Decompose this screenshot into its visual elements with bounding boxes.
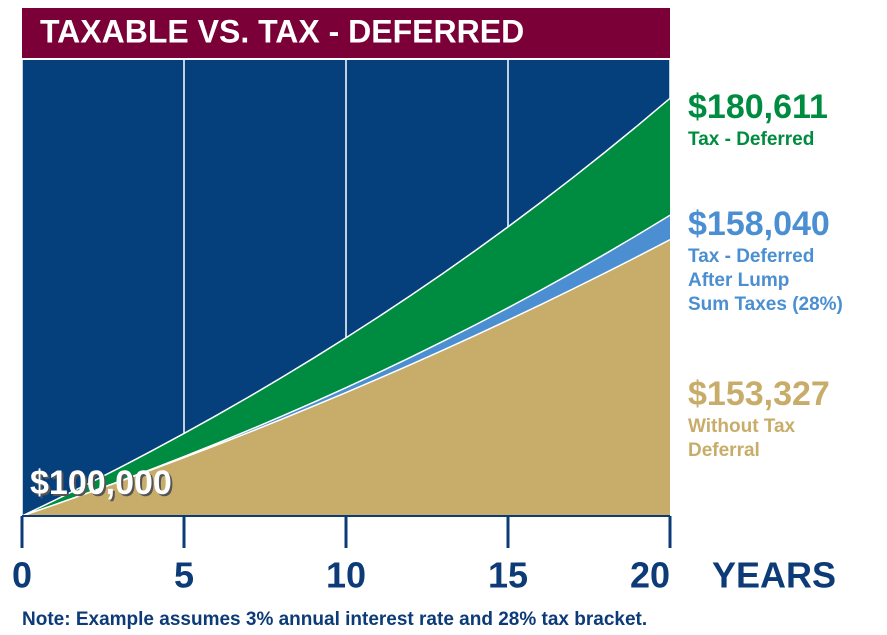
start-label: $100,000 [30, 464, 172, 502]
note: Note: Example assumes 3% annual interest… [22, 609, 647, 630]
x-axis-label: YEARS [712, 555, 836, 596]
area-edge [21, 97, 671, 517]
x-tick-label: 20 [630, 555, 670, 596]
area-edge [21, 239, 671, 517]
legend-label: Tax - Deferred [688, 129, 815, 150]
chart-title: TAXABLE VS. TAX - DEFERRED [40, 13, 524, 49]
value-label: $158,040 [688, 205, 830, 243]
x-tick-label: 5 [174, 555, 194, 596]
x-tick-label: 15 [488, 555, 528, 596]
legend-label: Tax - Deferred After Lump Sum Taxes (28%… [688, 246, 843, 315]
legend-label: Without Tax Deferral [688, 416, 796, 461]
value-label: $180,611 [688, 88, 828, 126]
value-label: $153,327 [688, 375, 830, 413]
x-tick-label: 10 [326, 555, 366, 596]
start-label-shadow: $100,000 [32, 466, 174, 504]
title-bar [22, 8, 670, 58]
x-tick-label: 0 [12, 555, 32, 596]
area [22, 239, 670, 516]
